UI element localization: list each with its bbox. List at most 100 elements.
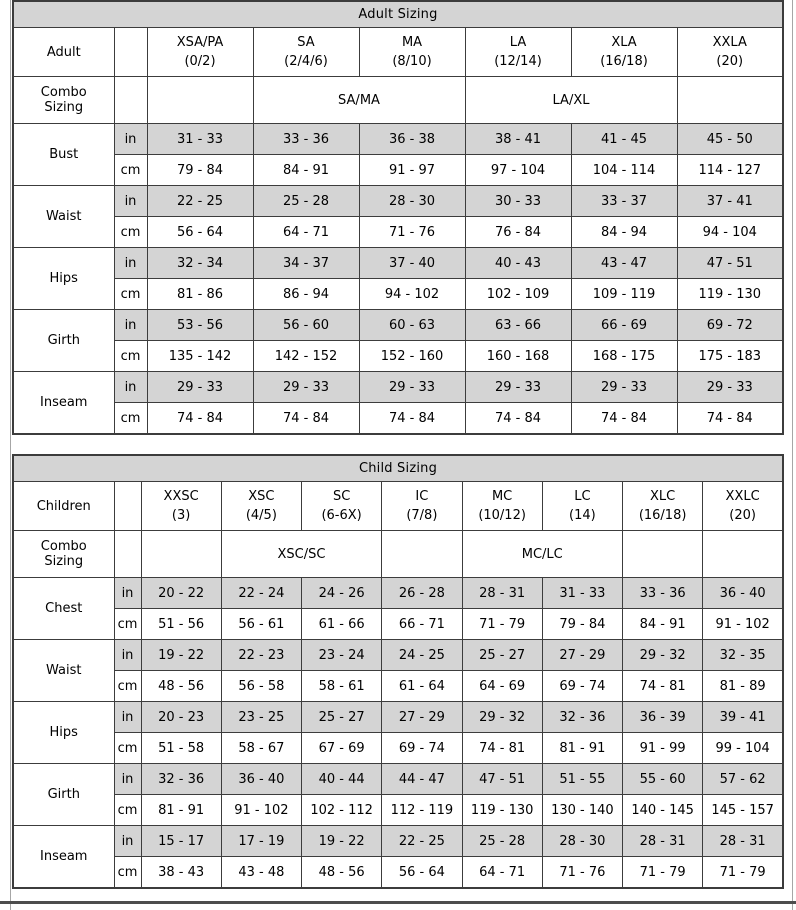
value-cell: 38 - 43 <box>140 856 222 889</box>
size-column-header: SA (2/4/6) <box>252 27 360 77</box>
table-title: Child Sizing <box>12 454 784 482</box>
size-name: LA <box>509 34 527 50</box>
measurement-row-waist-in: Waist in 19 - 22 22 - 23 23 - 24 24 - 25 25 - … <box>12 639 784 702</box>
value-cell: 29 - 33 <box>146 371 254 403</box>
size-range: (20) <box>729 508 756 523</box>
unit-cell: cm <box>113 154 148 186</box>
value-cell: 47 - 51 <box>461 763 543 795</box>
value-cell: 81 - 91 <box>140 794 222 826</box>
value-cell: 25 - 27 <box>461 639 543 671</box>
value-cell: 91 - 102 <box>220 794 303 826</box>
measurement-label: Bust <box>12 123 115 186</box>
group-label: Adult <box>12 27 115 77</box>
value-cell: 145 - 157 <box>702 794 784 826</box>
value-cell: 29 - 33 <box>358 371 466 403</box>
value-cell: 29 - 33 <box>570 371 678 403</box>
combo-sizing-cell: XSC/SC <box>220 530 383 578</box>
size-name: XXLC <box>725 488 760 504</box>
value-cell: 74 - 81 <box>461 732 543 764</box>
value-cell: 37 - 40 <box>358 247 466 279</box>
bottom-divider <box>0 901 796 904</box>
value-cell: 84 - 91 <box>621 608 704 640</box>
size-range: (16/18) <box>600 54 648 69</box>
combo-label-line: Combo <box>40 85 87 100</box>
value-cell: 84 - 94 <box>570 216 678 248</box>
size-column-header: XXLA (20) <box>676 27 784 77</box>
value-cell: 79 - 84 <box>146 154 254 186</box>
measurement-row-bust-cm: cm 79 - 84 84 - 91 91 - 97 97 - 104 104 - 114… <box>13 154 784 186</box>
size-name: MA <box>401 34 423 50</box>
size-range: (0/2) <box>184 54 216 69</box>
measurement-row-waist-cm: cm 56 - 64 64 - 71 71 - 76 76 - 84 84 - 94 94 … <box>13 216 784 248</box>
size-column-header: XSA/PA (0/2) <box>146 27 254 77</box>
value-cell: 26 - 28 <box>381 577 463 609</box>
measurement-row-girth-in: Girth in 53 - 56 56 - 60 60 - 63 63 - 66 66 - … <box>12 309 784 372</box>
value-cell: 84 - 91 <box>252 154 360 186</box>
value-cell: 74 - 84 <box>358 402 466 435</box>
value-cell: 56 - 64 <box>146 216 254 248</box>
value-cell: 71 - 76 <box>541 856 624 889</box>
value-cell: 64 - 71 <box>252 216 360 248</box>
size-column-header: XLA (16/18) <box>570 27 678 77</box>
size-column-header: LA (12/14) <box>464 27 572 77</box>
group-label: Children <box>12 481 115 531</box>
size-column-header: XXSC (3) <box>140 481 222 531</box>
unit-cell: cm <box>113 794 142 826</box>
value-cell: 22 - 23 <box>220 639 303 671</box>
unit-cell: cm <box>113 402 148 435</box>
size-name: XLA <box>611 34 637 50</box>
table-title: Adult Sizing <box>12 0 784 28</box>
value-cell: 94 - 102 <box>358 278 466 310</box>
value-cell: 57 - 62 <box>702 763 784 795</box>
value-cell: 29 - 33 <box>464 371 572 403</box>
size-name: XSC <box>248 488 275 504</box>
measurement-row-inseam-cm: cm 38 - 43 43 - 48 48 - 56 56 - 64 64 - 71 71 … <box>13 856 784 889</box>
blank-cell <box>113 76 148 124</box>
value-cell: 81 - 91 <box>541 732 624 764</box>
measurement-label: Inseam <box>12 371 115 435</box>
value-cell: 39 - 41 <box>702 701 784 733</box>
value-cell: 29 - 33 <box>676 371 784 403</box>
value-cell: 160 - 168 <box>464 340 572 372</box>
value-cell: 15 - 17 <box>140 825 222 857</box>
combo-sizing-label: Combo Sizing <box>12 530 115 578</box>
value-cell: 32 - 34 <box>146 247 254 279</box>
value-cell: 91 - 97 <box>358 154 466 186</box>
value-cell: 64 - 69 <box>461 670 543 702</box>
value-cell: 44 - 47 <box>381 763 463 795</box>
unit-cell: in <box>113 185 148 217</box>
unit-cell: cm <box>113 670 142 702</box>
value-cell: 56 - 60 <box>252 309 360 341</box>
value-cell: 34 - 37 <box>252 247 360 279</box>
value-cell: 28 - 31 <box>461 577 543 609</box>
value-cell: 74 - 84 <box>252 402 360 435</box>
measurement-label: Hips <box>12 701 115 764</box>
value-cell: 32 - 35 <box>702 639 784 671</box>
combo-sizing-cell <box>381 530 463 578</box>
value-cell: 74 - 84 <box>146 402 254 435</box>
size-range: (12/14) <box>494 54 542 69</box>
value-cell: 56 - 58 <box>220 670 303 702</box>
value-cell: 81 - 89 <box>702 670 784 702</box>
value-cell: 74 - 84 <box>676 402 784 435</box>
measurement-row-chest-cm: cm 51 - 56 56 - 61 61 - 66 66 - 71 71 - 79 79 … <box>13 608 784 640</box>
unit-cell: cm <box>113 608 142 640</box>
value-cell: 36 - 38 <box>358 123 466 155</box>
unit-cell: in <box>113 123 148 155</box>
value-cell: 33 - 36 <box>621 577 704 609</box>
size-name: XLC <box>650 488 676 504</box>
unit-cell: in <box>113 247 148 279</box>
value-cell: 31 - 33 <box>146 123 254 155</box>
measurement-row-inseam-in: Inseam in 15 - 17 17 - 19 19 - 22 22 - 25 25 -… <box>12 825 784 889</box>
value-cell: 91 - 99 <box>621 732 704 764</box>
value-cell: 74 - 84 <box>464 402 572 435</box>
size-column-header: MC (10/12) <box>461 481 543 531</box>
value-cell: 140 - 145 <box>621 794 704 826</box>
size-name: XXSC <box>163 488 199 504</box>
size-header-row: Children XXSC (3) XSC (4/5) SC (6-6X) IC (7/8) MC… <box>12 481 784 531</box>
value-cell: 19 - 22 <box>140 639 222 671</box>
unit-cell: cm <box>113 732 142 764</box>
value-cell: 27 - 29 <box>541 639 624 671</box>
size-range: (2/4/6) <box>284 54 328 69</box>
measurement-row-bust-in: Bust in 31 - 33 33 - 36 36 - 38 38 - 41 41 - 4… <box>12 123 784 186</box>
